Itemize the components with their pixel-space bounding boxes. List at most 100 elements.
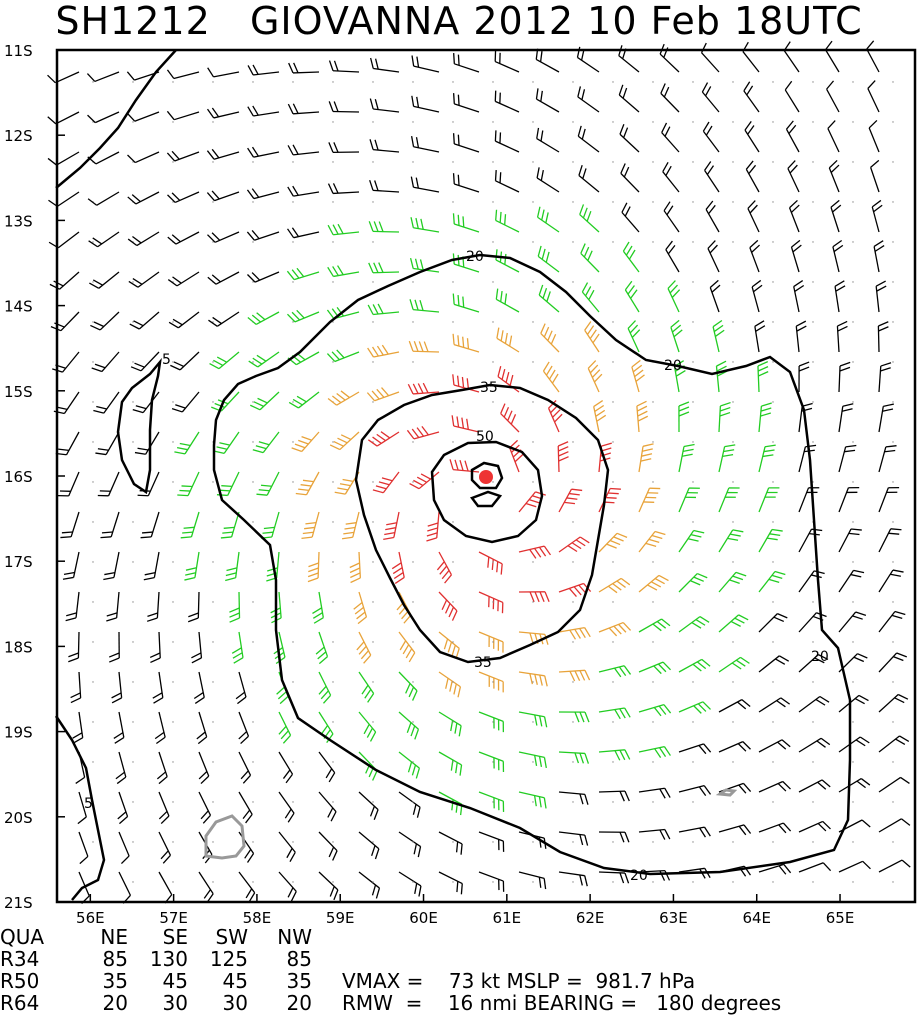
wind-barb (138, 472, 174, 496)
wind-barb (207, 149, 253, 162)
contour-label: 50 (476, 429, 494, 445)
wind-barb (588, 361, 613, 403)
table-cell: 35 (80, 970, 128, 992)
table-cell: 85 (264, 948, 312, 970)
wind-barb (172, 392, 214, 412)
rmw-bearing-readout: RMW = 16 nmi BEARING = 180 degrees (342, 992, 781, 1014)
wind-barb (118, 792, 134, 824)
wind-barb (479, 792, 504, 812)
wind-barb (168, 232, 214, 244)
wind-barb (236, 672, 254, 704)
wind-barb (839, 362, 854, 402)
wind-barb (559, 537, 589, 563)
wind-barb (119, 872, 134, 903)
wind-barb (239, 712, 254, 744)
wind-barb (392, 552, 413, 583)
wind-barb (759, 403, 774, 443)
wind-barb (536, 49, 573, 83)
wind-barb (114, 712, 134, 743)
wind-barb (239, 752, 254, 783)
wind-barb (98, 472, 134, 496)
wind-barb (412, 136, 454, 163)
wind-contours (56, 50, 850, 900)
wind-barb (68, 632, 93, 662)
wind-barb (585, 321, 614, 362)
wind-barb (229, 592, 253, 622)
wind-barb (790, 200, 814, 242)
wind-barb (296, 472, 334, 495)
latitude-label: 14S (4, 298, 33, 316)
wind-barb (141, 512, 174, 538)
wind-barb (679, 827, 710, 843)
wind-barb (399, 832, 421, 857)
wind-barb (495, 51, 534, 83)
wind-barb (399, 712, 418, 739)
wind-barb (327, 350, 373, 363)
wind-barb (109, 632, 133, 662)
wind-barb (454, 53, 494, 83)
wind-barb (879, 777, 909, 802)
wind-barb (287, 310, 333, 322)
wind-barb (439, 712, 461, 736)
wind-barb (410, 299, 454, 322)
wind-barb (479, 592, 503, 613)
wind-barb (719, 615, 748, 643)
wind-barb (826, 41, 854, 83)
wind-barb (197, 712, 214, 744)
wind-barb (357, 632, 374, 663)
wind-barb (399, 632, 415, 662)
wind-barb (261, 512, 294, 538)
wind-barb (637, 401, 654, 442)
wind-barb (407, 426, 453, 442)
wind-barb (453, 334, 494, 363)
wind-barb (496, 170, 534, 203)
wind-barb (289, 392, 334, 408)
wind-barb (799, 863, 831, 883)
wind-barb (620, 124, 654, 162)
wind-barb (796, 321, 813, 363)
wind-barb (519, 546, 550, 563)
wind-barb (89, 232, 134, 247)
contour-label: 5 (162, 352, 171, 368)
wind-barb (578, 86, 614, 122)
wind-barb (88, 192, 134, 205)
wind-barb (498, 366, 534, 403)
wind-barb (791, 240, 813, 282)
wind-barb (319, 792, 336, 821)
wind-barb (871, 160, 894, 202)
wind-barb (48, 192, 93, 206)
wind-barb (253, 432, 294, 453)
wind-barb (48, 112, 94, 124)
wind-barb (181, 512, 214, 538)
wind-barb (799, 738, 830, 762)
wind-barb (208, 108, 254, 123)
wind-barb (559, 752, 588, 764)
wind-barb (639, 705, 671, 723)
wind-barb-field (48, 41, 911, 904)
table-cell: 20 (264, 992, 312, 1014)
table-cell: 85 (80, 948, 128, 970)
row-label: R34 (0, 948, 39, 970)
wind-barb (599, 872, 629, 883)
wind-barb (116, 752, 134, 784)
wind-barb (279, 792, 294, 822)
wind-barb (599, 708, 630, 723)
wind-barb (759, 823, 791, 843)
contour-label: 5 (84, 796, 93, 812)
wind-barb (579, 165, 614, 202)
wind-barb (679, 488, 700, 523)
wind-barb (639, 662, 671, 683)
wind-barb (799, 445, 816, 482)
contour-label: 20 (811, 649, 829, 665)
wind-barb (144, 552, 174, 580)
wind-barb (250, 392, 293, 410)
wind-barb (147, 592, 174, 621)
wind-barb (868, 81, 894, 123)
wind-barb (217, 472, 254, 495)
wind-barb (839, 695, 868, 722)
wind-barb (632, 360, 654, 402)
wind-barb (662, 123, 694, 163)
wind-barb (710, 280, 733, 322)
wind-barb (63, 552, 94, 579)
wind-barb (371, 58, 414, 83)
